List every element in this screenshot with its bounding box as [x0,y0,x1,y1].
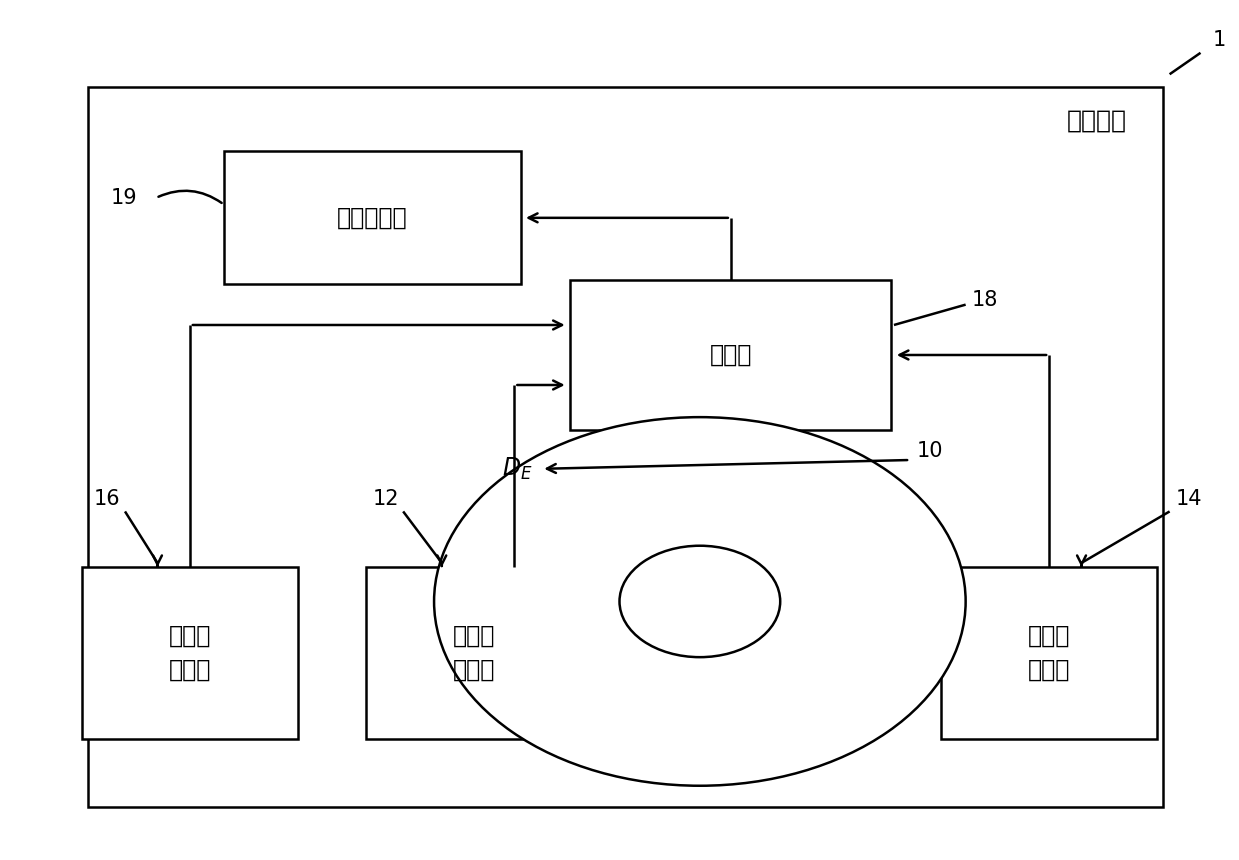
Bar [570,280,892,430]
Bar [88,87,1163,808]
Text: 显示器模块: 显示器模块 [337,206,408,230]
Text: 18: 18 [971,291,999,310]
Text: 光学测
距模块: 光学测 距模块 [169,624,211,682]
Text: $D_E$: $D_E$ [502,456,533,482]
Text: 轨迹感
测模块: 轨迹感 测模块 [1028,624,1070,682]
Circle shape [434,417,965,786]
Text: 16: 16 [94,488,120,508]
Text: 测量装置: 测量装置 [1067,108,1126,132]
Bar [940,567,1157,739]
Text: 14: 14 [1176,488,1202,508]
Text: 接近式
传感器: 接近式 传感器 [453,624,496,682]
Bar [82,567,299,739]
Text: 10: 10 [916,441,943,462]
Bar [366,567,582,739]
Text: 19: 19 [110,187,138,208]
Text: 处理器: 处理器 [710,343,752,367]
Circle shape [620,546,781,657]
Text: 1: 1 [1213,30,1225,50]
Text: 12: 12 [372,488,399,508]
Bar [224,151,520,285]
